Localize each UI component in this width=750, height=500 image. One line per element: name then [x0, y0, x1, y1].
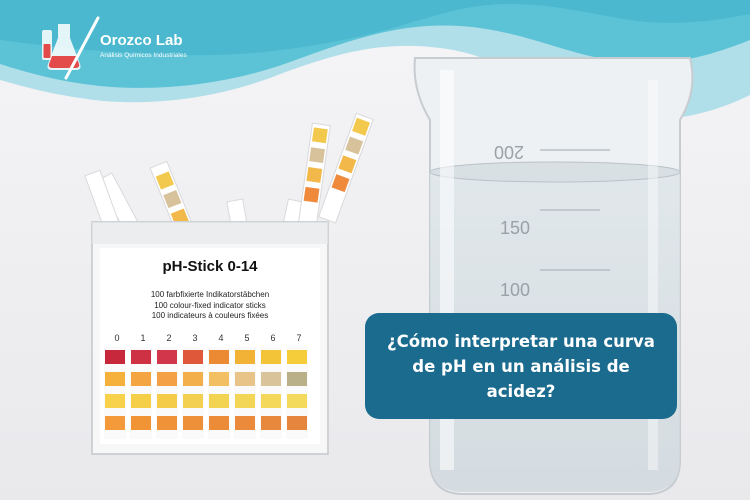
scale-label-6: 6 [270, 333, 275, 343]
scale-swatch [157, 416, 177, 430]
beaker [413, 57, 694, 495]
scale-swatch [131, 394, 151, 408]
scale-label-0: 0 [114, 333, 119, 343]
scale-swatch [209, 350, 229, 364]
scale-swatch [157, 372, 177, 386]
brand-name: Orozco Lab [100, 32, 183, 49]
scale-label-5: 5 [244, 333, 249, 343]
scale-swatch [287, 350, 307, 364]
beaker-mark-100: 100 [500, 280, 530, 300]
scale-swatch [105, 394, 125, 408]
scale-swatch [105, 350, 125, 364]
brand-tagline: Análisis Químicos Industriales [100, 52, 187, 59]
product-line-en: 100 colour-fixed indicator sticks [154, 300, 266, 310]
product-line-fr: 100 indicateurs à couleurs fixées [151, 311, 269, 320]
scale-swatch [157, 394, 177, 408]
flask-logo-icon [42, 16, 100, 80]
headline-box: ¿Cómo interpretar una curva de pH en un … [365, 313, 677, 419]
scale-swatch [287, 416, 307, 430]
scale-swatch [131, 416, 151, 430]
scale-swatch [183, 372, 203, 386]
scale-swatch [183, 416, 203, 430]
beaker-mark-200: 200 [494, 142, 524, 162]
product-line-de: 100 farbfixierte Indikatorstäbchen [150, 290, 270, 299]
scale-swatch [261, 350, 281, 364]
scale-swatch [261, 416, 281, 430]
scale-swatch [157, 350, 177, 364]
scale-swatch [183, 350, 203, 364]
product-title: pH-Stick 0-14 [162, 258, 258, 275]
scale-swatch [105, 372, 125, 386]
scale-swatch [183, 394, 203, 408]
scale-swatch [261, 372, 281, 386]
brand-logo: Orozco Lab Análisis Químicos Industriale… [40, 14, 210, 86]
scale-swatch [131, 350, 151, 364]
scale-swatch [287, 372, 307, 386]
scale-swatch [261, 394, 281, 408]
scale-label-7: 7 [296, 333, 301, 343]
color-scale [104, 347, 308, 439]
headline-text: ¿Cómo interpretar una curva de pH en un … [387, 331, 655, 401]
scale-swatch [287, 394, 307, 408]
scale-label-4: 4 [218, 333, 223, 343]
scale-swatch [235, 372, 255, 386]
scale-label-1: 1 [140, 333, 145, 343]
scale-swatch [131, 372, 151, 386]
scale-swatch [209, 372, 229, 386]
product-description: 100 farbfixierte Indikatorstäbchen 100 c… [110, 290, 310, 322]
scale-swatch [235, 350, 255, 364]
scale-swatch [235, 394, 255, 408]
scale-swatch [105, 416, 125, 430]
scale-label-3: 3 [192, 333, 197, 343]
scale-label-2: 2 [166, 333, 171, 343]
scale-swatch [209, 416, 229, 430]
scale-swatch [235, 416, 255, 430]
scale-swatch [209, 394, 229, 408]
beaker-mark-150: 150 [500, 218, 530, 238]
